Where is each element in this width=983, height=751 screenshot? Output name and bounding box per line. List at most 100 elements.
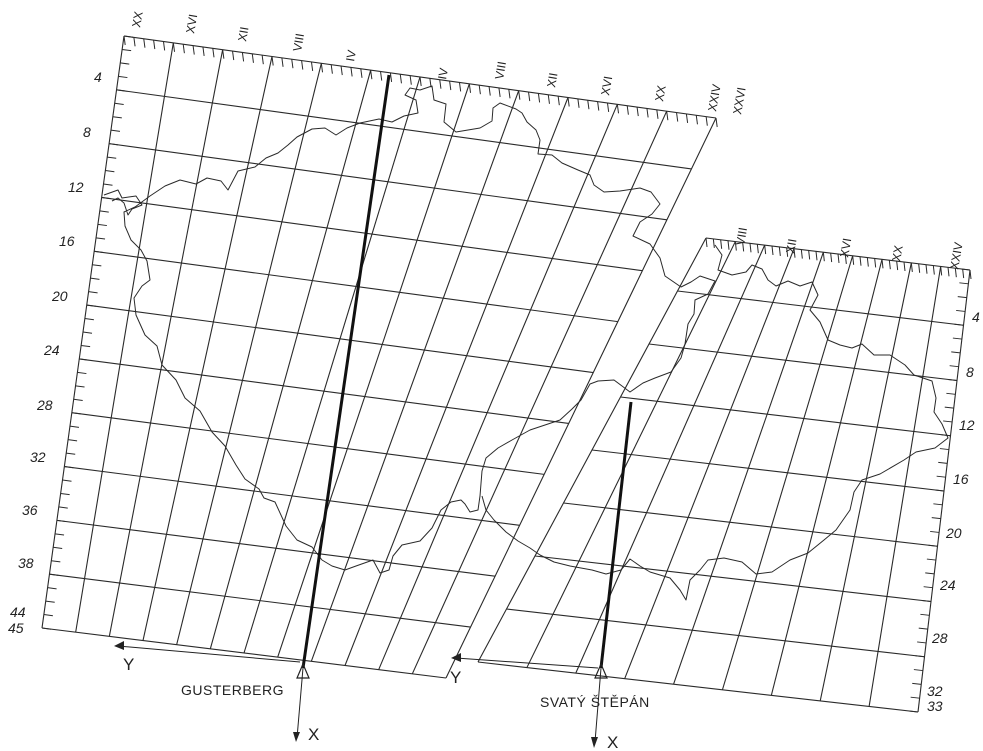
west-top-tick	[192, 45, 195, 55]
east-top-tick	[881, 259, 884, 269]
east-right-tick	[921, 600, 932, 602]
east-top-tick	[756, 244, 759, 254]
west-grid-line-vertical	[209, 70, 372, 649]
east-right-number-label: 33	[927, 698, 943, 714]
west-left-tick	[122, 48, 132, 52]
east-grid-line-horizontal	[477, 661, 919, 713]
east-y-axis	[455, 657, 599, 669]
east-right-number-label: 28	[931, 630, 948, 646]
west-left-tick	[123, 35, 134, 38]
west-left-number-label: 38	[18, 555, 34, 571]
west-top-tick	[656, 109, 659, 119]
west-top-tick	[537, 93, 541, 103]
west-left-tick	[95, 237, 106, 240]
east-right-tick	[931, 517, 941, 520]
grid-labels: XX XVI XII VIII IV IV VIII XII XVI XX XXIV XXVI 4 8 12…	[8, 10, 980, 714]
east-top-tick	[852, 255, 855, 265]
gusterberg-central-meridian	[301, 74, 391, 669]
west-top-tick	[281, 57, 284, 67]
east-top-tick	[932, 265, 935, 275]
west-left-tick	[82, 331, 93, 334]
west-left-tick	[41, 627, 52, 630]
east-right-tick	[957, 296, 967, 299]
west-top-tick	[380, 71, 383, 81]
west-grid-line-horizontal	[79, 358, 569, 424]
west-top-tick	[301, 60, 304, 70]
west-left-tick	[71, 412, 81, 415]
west-left-tick	[77, 371, 87, 375]
west-left-tick	[51, 560, 61, 563]
west-top-tick	[370, 70, 373, 80]
west-left-tick	[73, 398, 83, 401]
west-top-tick	[320, 63, 324, 73]
east-right-tick	[947, 379, 958, 381]
west-left-tick	[118, 75, 128, 79]
east-right-tick	[925, 572, 935, 575]
west-left-number-label: 36	[22, 502, 38, 518]
east-right-number-label: 32	[927, 683, 943, 699]
east-top-tick	[940, 266, 943, 276]
west-grid-line-horizontal	[101, 196, 643, 272]
east-top-roman-label: VIII	[733, 226, 750, 246]
east-right-tick	[920, 613, 930, 616]
west-left-tick	[97, 223, 107, 227]
west-left-number-label: 45	[8, 620, 24, 636]
east-grid-line-horizontal	[591, 449, 945, 492]
west-y-axis-arrow	[114, 641, 124, 650]
east-grid-line-horizontal	[506, 608, 925, 658]
west-sheet-grid	[41, 35, 718, 679]
west-left-tick	[114, 102, 124, 105]
east-right-number-label: 20	[945, 525, 962, 541]
east-top-tick	[837, 253, 840, 264]
east-top-tick	[764, 245, 767, 255]
west-left-tick	[62, 479, 72, 482]
west-grid-line-vertical	[75, 42, 174, 633]
west-left-tick	[92, 264, 102, 267]
east-top-tick	[874, 258, 877, 268]
west-top-tick	[478, 85, 481, 95]
west-top-tick	[350, 67, 353, 77]
west-top-roman-label: XX	[129, 10, 146, 28]
east-right-tick	[923, 586, 933, 589]
east-x-axis-label: X	[607, 733, 618, 751]
west-top-tick	[389, 72, 393, 82]
east-right-tick	[951, 351, 961, 354]
west-grid-line-horizontal	[71, 412, 545, 475]
west-grid-line-vertical	[142, 56, 273, 641]
east-right-tick	[926, 558, 936, 561]
west-grid-line-vertical	[176, 63, 322, 645]
west-left-tick	[60, 492, 70, 496]
west-top-tick	[646, 108, 649, 118]
west-left-tick	[45, 600, 55, 603]
west-top-tick	[557, 96, 560, 106]
west-top-roman-label: IV	[435, 67, 451, 81]
west-top-roman-label: XII	[235, 26, 251, 43]
east-top-tick	[910, 262, 913, 272]
west-top-tick	[666, 111, 669, 121]
east-right-tick	[918, 627, 928, 630]
west-left-tick	[79, 358, 89, 361]
west-top-tick	[261, 55, 264, 65]
east-top-tick	[734, 241, 737, 251]
west-left-tick	[68, 439, 78, 442]
east-right-tick	[933, 503, 943, 506]
west-top-tick	[498, 87, 501, 97]
east-top-tick	[720, 239, 723, 249]
east-grid-line-horizontal	[563, 502, 938, 547]
west-top-tick	[172, 42, 176, 52]
east-top-roman-label: XX	[889, 244, 906, 262]
east-top-roman-label: XXIV	[947, 241, 966, 270]
west-grid-line-vertical	[277, 83, 470, 658]
west-grid-line-horizontal	[109, 143, 667, 221]
west-top-tick	[695, 115, 698, 125]
west-top-roman-label: VIII	[290, 32, 307, 52]
west-left-tick	[58, 506, 68, 509]
west-top-roman-label: VIII	[492, 60, 509, 80]
svaty-stepan-central-meridian	[599, 401, 633, 669]
east-right-tick	[928, 544, 938, 547]
east-x-axis-arrow	[591, 737, 598, 748]
west-top-tick	[143, 38, 146, 48]
west-top-tick	[271, 56, 274, 66]
east-top-tick	[903, 261, 906, 272]
east-top-tick	[925, 264, 928, 274]
